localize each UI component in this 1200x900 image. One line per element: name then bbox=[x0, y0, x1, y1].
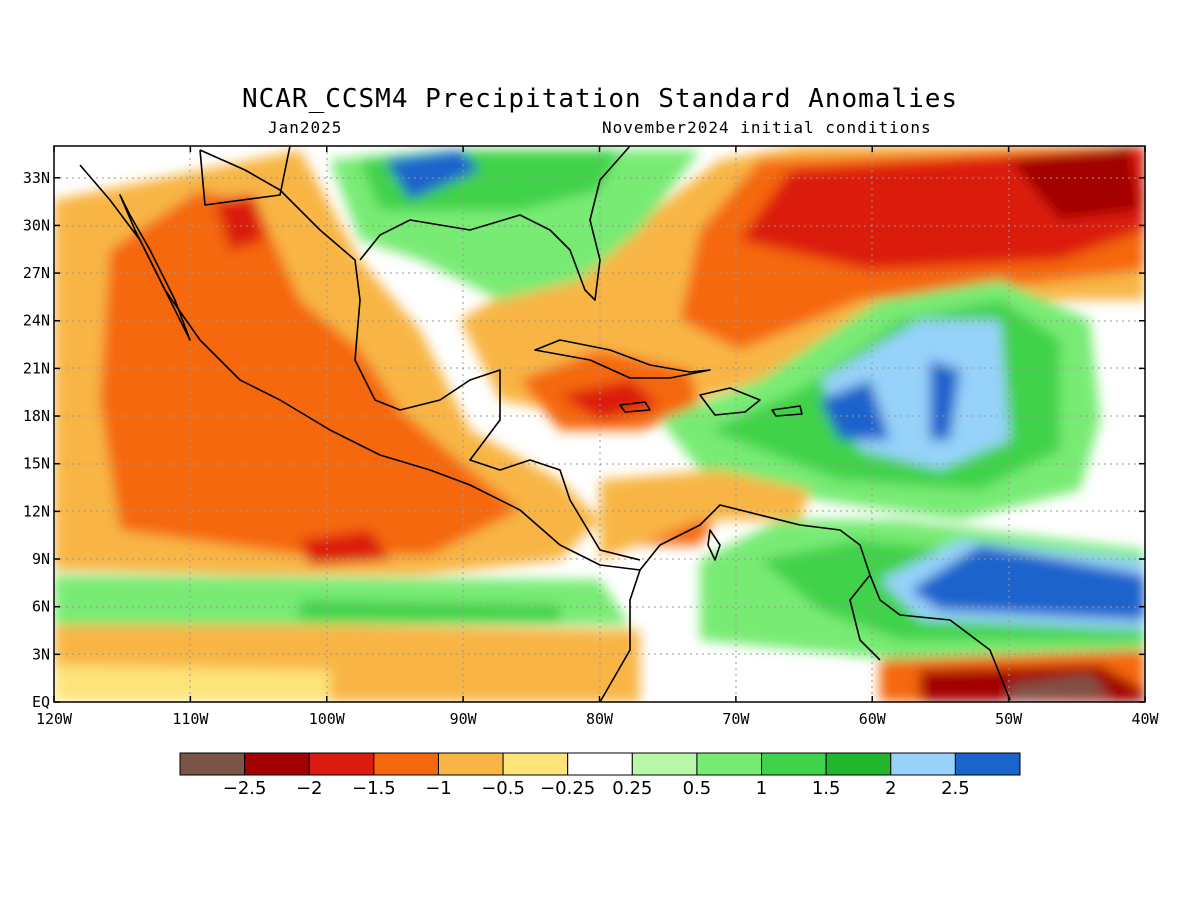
colorbar-swatch bbox=[825, 752, 892, 776]
coast-cuba bbox=[534, 339, 711, 379]
coast-colombia-venezuela bbox=[599, 569, 641, 702]
lat-tick-label: 21N bbox=[23, 359, 50, 377]
colorbar-label: 2 bbox=[885, 778, 896, 799]
lat-tick-label: 18N bbox=[23, 407, 50, 425]
colorbar-label: −2.5 bbox=[223, 778, 267, 799]
coast-lake-maracaibo bbox=[707, 529, 721, 561]
forecast-month: Jan2025 bbox=[268, 118, 343, 137]
lat-tick-label: 30N bbox=[23, 216, 50, 234]
lat-tick-label: 3N bbox=[32, 645, 50, 663]
dry-region-pacific-south bbox=[300, 530, 390, 565]
coast-puerto-rico bbox=[771, 405, 803, 417]
colorbar: −2.5 −2 −1.5 −1 −0.5 −0.25 0.25 0.5 1 1.5 2 2.5 bbox=[179, 752, 1021, 799]
lon-tick-label: 60W bbox=[859, 710, 887, 728]
colorbar-label: 0.25 bbox=[612, 778, 652, 799]
colorbar-swatch bbox=[567, 752, 633, 776]
coast-south-america-north bbox=[639, 504, 1011, 701]
colorbar-swatch bbox=[502, 752, 569, 776]
colorbar-label: −1 bbox=[425, 778, 452, 799]
colorbar-label: 1.5 bbox=[812, 778, 841, 799]
colorbar-swatch bbox=[244, 752, 310, 776]
lat-tick-label: 24N bbox=[23, 312, 50, 330]
colorbar-label: −2 bbox=[296, 778, 323, 799]
colorbar-label: −1.5 bbox=[352, 778, 396, 799]
colorbar-swatch bbox=[179, 752, 246, 776]
lon-tick-label: 50W bbox=[995, 710, 1023, 728]
lon-tick-label: 120W bbox=[36, 710, 73, 728]
lon-tick-label: 110W bbox=[172, 710, 209, 728]
anomaly-field bbox=[54, 146, 1145, 702]
dry-region-caribbean-core bbox=[560, 380, 660, 420]
lon-tick-label: 80W bbox=[586, 710, 614, 728]
coast-hispaniola bbox=[699, 387, 761, 416]
wet-region-gulf-blue bbox=[385, 150, 480, 200]
lat-tick-label: 6N bbox=[32, 598, 50, 616]
colorbar-swatch bbox=[696, 752, 763, 776]
wet-region-guiana-blue bbox=[910, 545, 1145, 620]
wet-band-pacific-core bbox=[300, 600, 560, 622]
colorbar-swatch bbox=[954, 752, 1021, 776]
colorbar-swatch bbox=[437, 752, 504, 776]
colorbar-label: 1 bbox=[756, 778, 767, 799]
grid-lines bbox=[54, 146, 1145, 702]
colorbar-label: −0.5 bbox=[481, 778, 525, 799]
dry-band-equatorial-light bbox=[54, 665, 330, 702]
colorbar-swatch bbox=[631, 752, 698, 776]
colorbar-label: 2.5 bbox=[941, 778, 970, 799]
coast-baja bbox=[119, 194, 191, 341]
border-us-mexico bbox=[199, 146, 291, 206]
latitude-axis: EQ 3N 6N 9N 12N 15N 18N 21N 24N 27N 30N 33N bbox=[23, 169, 1145, 711]
coast-orinoco bbox=[849, 574, 881, 661]
colorbar-label: 0.5 bbox=[683, 778, 712, 799]
colorbar-label: −0.25 bbox=[540, 778, 595, 799]
lat-tick-label: EQ bbox=[32, 693, 50, 711]
colorbar-swatch bbox=[373, 752, 439, 776]
lat-tick-label: 15N bbox=[23, 455, 50, 473]
dry-region-colombia-light bbox=[600, 470, 810, 560]
colorbar-swatch bbox=[890, 752, 956, 776]
coastlines bbox=[79, 146, 1011, 702]
dry-region-north-atlantic-darkred bbox=[1010, 146, 1140, 220]
longitude-axis: 120W 110W 100W 90W 80W 70W 60W 50W 40W bbox=[36, 146, 1160, 728]
lat-tick-label: 9N bbox=[32, 550, 50, 568]
lon-tick-label: 40W bbox=[1131, 710, 1159, 728]
lon-tick-label: 100W bbox=[309, 710, 346, 728]
coast-gulf-mexico bbox=[199, 149, 641, 561]
initial-conditions: November2024 initial conditions bbox=[602, 118, 932, 137]
coast-us-gulf bbox=[359, 146, 631, 301]
lat-tick-label: 27N bbox=[23, 264, 50, 282]
colorbar-swatch bbox=[761, 752, 827, 776]
lon-tick-label: 90W bbox=[450, 710, 478, 728]
dry-region-mexico-core bbox=[215, 195, 265, 250]
lat-tick-label: 12N bbox=[23, 502, 50, 520]
dry-region-amazon-brown bbox=[1010, 675, 1110, 700]
lat-tick-label: 33N bbox=[23, 169, 50, 187]
chart-title: NCAR_CCSM4 Precipitation Standard Anomal… bbox=[241, 84, 959, 114]
lon-tick-label: 70W bbox=[722, 710, 750, 728]
colorbar-swatch bbox=[308, 752, 375, 776]
coast-jamaica bbox=[619, 401, 651, 413]
wet-region-atlantic-blue bbox=[820, 360, 960, 440]
